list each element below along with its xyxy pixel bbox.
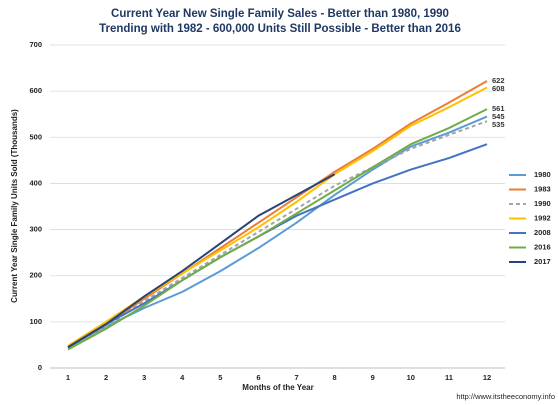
legend-label: 1990: [534, 199, 551, 208]
x-tick-label: 4: [180, 373, 185, 382]
x-tick-label: 10: [407, 373, 415, 382]
footer: http://www.itstheeconomy.info: [456, 392, 555, 401]
series-line: [67, 108, 488, 351]
series-line: [67, 115, 488, 349]
y-tick-label: 300: [29, 225, 42, 234]
series-line: [67, 80, 488, 349]
y-tick-label: 0: [38, 363, 42, 372]
x-tick-label: 5: [218, 373, 222, 382]
legend-label: 2017: [534, 257, 551, 266]
legend-label: 1980: [534, 170, 551, 179]
x-tick-label: 2: [104, 373, 108, 382]
y-tick-label: 500: [29, 132, 42, 141]
series-line: [67, 173, 336, 349]
series-line: [67, 120, 488, 350]
x-tick-label: 8: [333, 373, 337, 382]
legend-label: 1992: [534, 213, 551, 222]
x-tick-label: 11: [445, 373, 453, 382]
y-tick-label: 100: [29, 317, 42, 326]
x-tick-label: 12: [483, 373, 491, 382]
x-tick-label: 1: [66, 373, 70, 382]
x-tick-label: 7: [294, 373, 298, 382]
legend-label: 2016: [534, 242, 551, 251]
data-label: 608: [492, 84, 505, 93]
chart-title: Current Year New Single Family Sales - B…: [111, 8, 449, 20]
data-label: 561: [492, 104, 505, 113]
x-tick-label: 3: [142, 373, 146, 382]
legend-label: 1983: [534, 184, 551, 193]
series-line: [67, 143, 488, 349]
x-axis-label: Months of the Year: [242, 383, 313, 392]
y-axis-label: Current Year Single Family Units Sold (T…: [10, 109, 19, 303]
data-label: 622: [492, 76, 505, 85]
y-tick-label: 600: [29, 86, 42, 95]
x-tick-label: 6: [256, 373, 260, 382]
chart-subtitle: Trending with 1982 - 600,000 Units Still…: [99, 23, 461, 35]
x-tick-label: 9: [371, 373, 375, 382]
data-label: 545: [492, 112, 505, 121]
data-label: 535: [492, 120, 505, 129]
y-tick-label: 200: [29, 271, 42, 280]
y-tick-label: 400: [29, 178, 42, 187]
legend-label: 2008: [534, 228, 551, 237]
y-tick-label: 700: [29, 40, 42, 49]
